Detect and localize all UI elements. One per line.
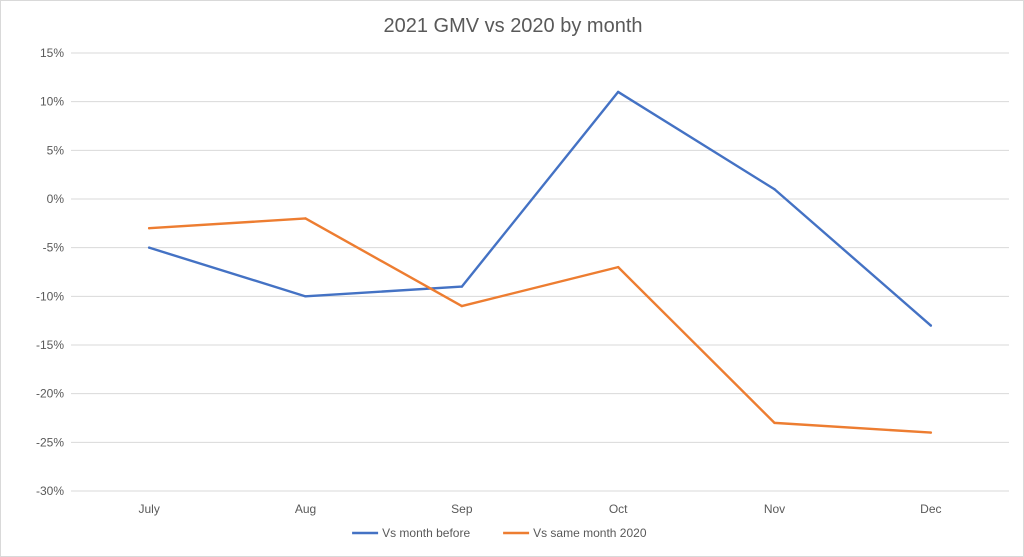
series-line-2 xyxy=(147,217,933,434)
y-tick-label: -15% xyxy=(36,338,64,352)
legend: Vs month before Vs same month 2020 xyxy=(352,526,647,540)
x-tick-label: Oct xyxy=(609,502,628,516)
legend-label: Vs month before xyxy=(382,526,470,540)
y-tick-label: -30% xyxy=(36,484,64,498)
data-point xyxy=(304,217,307,220)
y-tick-label: -25% xyxy=(36,435,64,449)
data-point xyxy=(929,324,933,327)
x-tick-label: Sep xyxy=(451,502,473,516)
y-tick-label: 0% xyxy=(47,192,65,206)
series-lines xyxy=(147,90,933,434)
data-point xyxy=(460,304,464,308)
data-point xyxy=(616,90,620,94)
y-tick-label: -20% xyxy=(36,387,64,401)
x-tick-label: July xyxy=(138,502,159,516)
legend-item-2: Vs same month 2020 xyxy=(503,526,647,540)
gridlines xyxy=(71,52,1009,492)
y-tick-label: 10% xyxy=(40,95,64,109)
y-axis-ticks: 15% 10% 5% 0% -5% -10% -15% -20% -25% -30% xyxy=(36,46,64,498)
data-point xyxy=(147,227,151,230)
y-tick-label: 5% xyxy=(47,143,65,157)
data-point xyxy=(616,265,620,269)
series-line-1 xyxy=(147,90,933,327)
legend-item-1: Vs month before xyxy=(352,526,470,540)
data-point xyxy=(147,246,151,249)
y-tick-label: -5% xyxy=(43,241,65,255)
x-tick-label: Nov xyxy=(764,502,785,516)
y-tick-label: -10% xyxy=(36,289,64,303)
y-tick-label: 15% xyxy=(40,46,64,60)
x-axis-ticks: July Aug Sep Oct Nov Dec xyxy=(138,502,941,516)
data-point xyxy=(773,188,776,191)
x-tick-label: Aug xyxy=(295,502,316,516)
data-point xyxy=(773,421,776,425)
x-tick-label: Dec xyxy=(920,502,941,516)
data-point xyxy=(460,285,464,288)
chart-title: 2021 GMV vs 2020 by month xyxy=(383,15,642,37)
legend-label: Vs same month 2020 xyxy=(533,526,647,540)
data-point xyxy=(304,295,307,298)
data-point xyxy=(929,431,933,434)
